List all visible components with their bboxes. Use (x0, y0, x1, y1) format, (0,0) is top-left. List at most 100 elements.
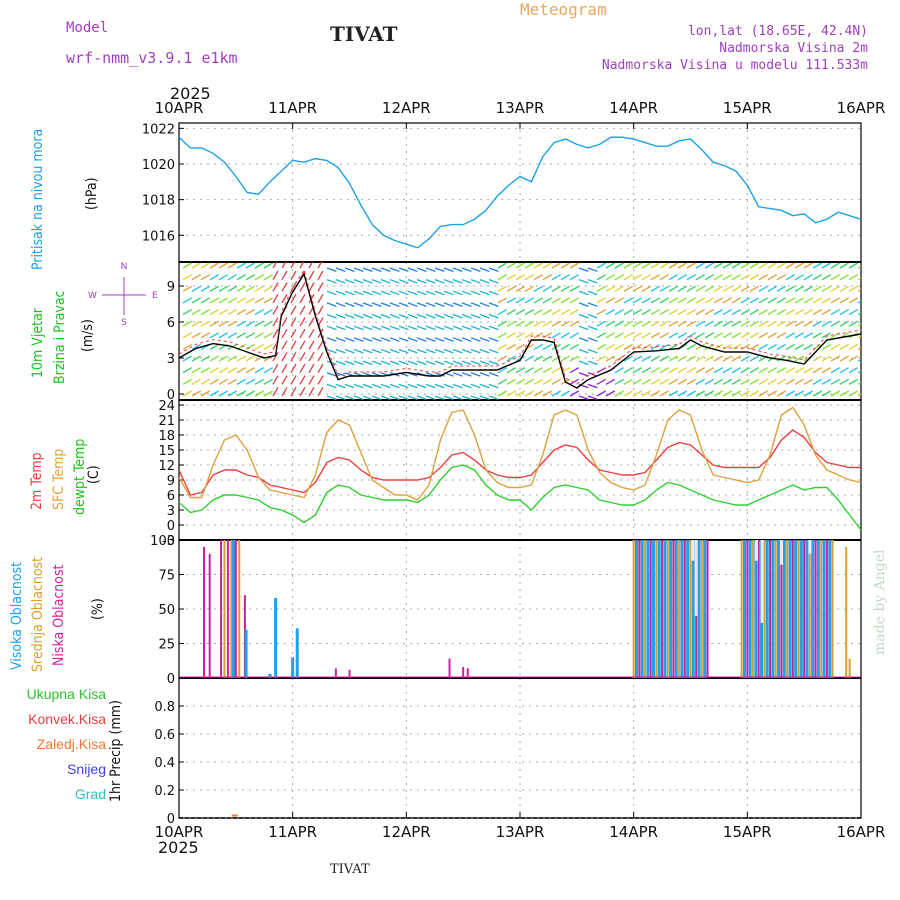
wind-arrow (227, 285, 237, 292)
wind-arrow (731, 262, 741, 269)
wind-arrow (515, 320, 525, 327)
cloud-bar (822, 540, 826, 678)
wind-arrow (650, 343, 660, 351)
wind-arrow (479, 337, 490, 342)
wind-arrow (659, 343, 669, 351)
wind-arrow (713, 320, 723, 327)
wind-arrow (281, 317, 288, 327)
wind-arrow (731, 308, 741, 316)
wind-arrow (452, 325, 463, 331)
wind-arrow (704, 355, 714, 362)
wind-arrow (614, 274, 624, 281)
wind-arrow (470, 267, 481, 273)
wind-arrow (371, 360, 382, 366)
year-top: 2025 (170, 84, 211, 103)
wind-arrow (416, 290, 427, 296)
cloud-bar (661, 540, 664, 678)
wind-arrow (272, 282, 279, 292)
wind-arrow (731, 332, 741, 339)
wind-arrow (407, 325, 418, 331)
precip-unit-label: 1hr Precip (mm) (108, 700, 124, 802)
cloud-bar (208, 553, 211, 678)
legend-freezing-rain: Zaledj.Kisa (36, 736, 106, 752)
x-tick-label-top: 11APR (268, 99, 317, 117)
compass-east: E (152, 291, 158, 301)
cloud-bar (268, 673, 272, 678)
wind-arrow (290, 352, 297, 362)
wind-arrow (209, 274, 219, 281)
wind-arrow (434, 360, 445, 366)
wind-arrow (596, 285, 606, 292)
wind-arrow (614, 262, 624, 269)
wind-arrow (272, 293, 279, 304)
wind-arrow (272, 305, 279, 315)
wind-arrow (830, 274, 840, 281)
wind-arrow (371, 348, 382, 354)
wind-arrow (524, 367, 534, 374)
wind-arrow (533, 390, 543, 397)
wind-arrow (596, 332, 606, 339)
wind-arrow (299, 282, 306, 292)
wind-arrow (335, 383, 346, 389)
wind-arrow (569, 308, 579, 316)
wind-arrow (587, 279, 598, 284)
x-tick-label-bottom: 12APR (382, 823, 431, 841)
wind-arrow (470, 360, 481, 366)
cloud-bar (669, 540, 673, 678)
x-tick-label-top: 10APR (155, 99, 204, 117)
wind-arrow (488, 325, 499, 331)
wind-arrow (290, 387, 297, 397)
wind-arrow (200, 297, 210, 304)
wind-arrow (263, 320, 273, 327)
wind-arrow (767, 367, 777, 374)
wind-arrow (668, 262, 678, 269)
cloud-bar (788, 540, 792, 678)
wind-arrow (281, 352, 288, 362)
wind-arrow (218, 274, 228, 281)
wind-arrow (317, 340, 324, 350)
wind-arrow (272, 328, 279, 339)
wind-arrow (542, 378, 552, 385)
wind-arrow (857, 300, 861, 304)
wind-arrow (785, 308, 795, 316)
x-tick-label-top: 13APR (496, 99, 545, 117)
wind-arrow (362, 279, 373, 284)
wind-arrow (821, 355, 831, 362)
wind-arrow (551, 367, 561, 374)
wind-arrow (812, 285, 822, 292)
cloud-gap (694, 540, 698, 616)
wind-arrow (605, 308, 615, 316)
wind-arrow (506, 285, 516, 292)
wind-arrow (569, 262, 579, 269)
wind-arrow (344, 325, 355, 331)
y-tick-label: 1022 (142, 122, 175, 137)
wind-arrow (191, 332, 201, 339)
wind-arrow (830, 262, 840, 269)
wind-arrow (290, 262, 296, 269)
wind-arrow (533, 285, 543, 292)
wind-arrow (839, 390, 849, 397)
wind-arrow (767, 320, 777, 327)
wind-arrow (191, 378, 201, 385)
wind-arrow (713, 367, 723, 374)
wind-arrow (209, 367, 219, 374)
wind-arrow (344, 267, 355, 273)
wind-arrow (236, 297, 246, 304)
wind-arrow (407, 395, 418, 400)
wind-arrow (569, 343, 579, 351)
wind-arrow (695, 378, 705, 385)
wind-arrow (749, 262, 759, 269)
cloud-bar (466, 668, 469, 678)
cloud-bar (348, 669, 351, 678)
wind-arrow (839, 297, 849, 304)
y-tick-label: 24 (158, 399, 175, 414)
wind-arrow (857, 265, 861, 269)
wind-arrow (200, 285, 210, 292)
lonlat-label: lon,lat (18.65E, 42.4N) (687, 24, 868, 39)
wind-arrow (785, 320, 795, 327)
wind-arrow (731, 297, 741, 304)
wind-arrow (605, 378, 615, 385)
wind-arrow (587, 313, 598, 319)
wind-arrow (506, 262, 516, 269)
